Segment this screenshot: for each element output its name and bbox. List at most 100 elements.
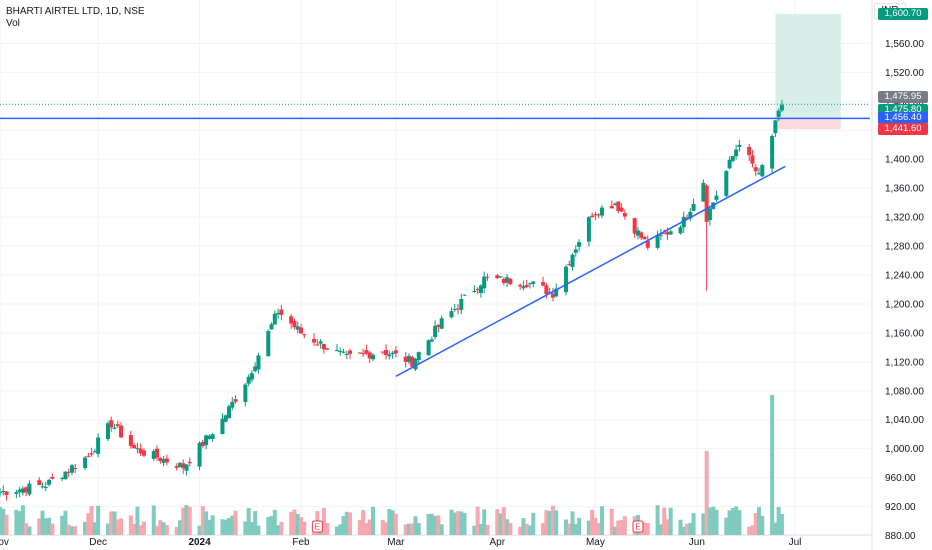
volume-bar [619,520,624,535]
volume-bar [406,523,411,535]
volume-bar [27,526,32,535]
candle-body [315,344,320,346]
candle-body [704,185,709,222]
candle-body [357,352,362,354]
volume-bar [344,511,349,535]
candle-body [426,340,431,356]
volume-bar [482,509,487,535]
candle-body [210,434,215,439]
volume-bar [393,513,398,535]
candle-body [593,214,598,216]
volume-bar [590,509,595,535]
volume-bar [563,519,568,535]
volume-bar [655,505,660,535]
volume-indicator-label[interactable]: Vol [6,18,20,29]
candle-body [253,366,258,372]
candle-body [616,201,621,211]
candle-body [200,441,205,446]
candle-body [665,231,670,235]
candle-body [635,230,640,236]
candle-body [387,354,392,357]
candle-body [518,284,523,287]
candle-body [155,448,160,458]
candle-body [776,110,781,117]
volume-bar [276,525,281,535]
candle-body [86,455,91,457]
volume-bar [272,509,277,535]
candle-body [370,354,375,360]
candle-body [92,451,97,453]
volume-bar [24,523,29,535]
candle-body [204,435,209,446]
candle-body [69,465,74,473]
earnings-marker-icon[interactable] [632,520,644,533]
volume-bar [361,510,366,535]
volume-bar [750,525,755,535]
candle-body [501,279,506,284]
volume-bar [115,519,120,535]
candle-body [338,350,343,353]
price-tag: 1,600.70 [878,7,928,20]
volume-bar [707,507,712,535]
candle-body [207,435,212,439]
volume-bar [279,521,284,535]
candle-body [462,294,467,296]
volume-bar [550,505,555,535]
candle-body [770,135,775,169]
candle-body [289,316,294,324]
trendline[interactable] [395,165,786,377]
volume-bar [429,513,434,535]
candle-body [413,358,418,370]
earnings-marker-glyph: E [635,523,640,532]
candle-body [50,476,55,479]
volume-bar [380,520,385,535]
volume-bar [338,524,343,535]
volume-bar [658,524,663,535]
x-tick-label: 2024 [188,537,211,548]
volume-bar [681,526,686,535]
candle-body [750,155,755,164]
volume-bar [622,516,627,535]
price-tag: 1,456.40 [878,112,928,125]
volume-bar [387,509,392,535]
candle-body [554,288,559,297]
candle-body [416,352,421,360]
volume-bar [724,517,729,535]
volume-bar [135,506,140,535]
volume-bar [161,522,166,535]
volume-bar [230,515,235,535]
volume-bar [521,518,526,535]
volume-bar [508,523,513,535]
candle-body [138,448,143,454]
x-tick-label: May [586,537,605,548]
candle-body [459,299,464,310]
y-tick-label: 960.00 [885,473,916,484]
volume-bar [737,510,742,535]
position-loss-zone [775,118,841,130]
volume-bar [73,526,78,535]
volume-bar [0,506,2,535]
volume-bar [227,517,232,535]
candle-body [266,331,271,357]
candle-body [105,423,110,440]
volume-bar [164,524,169,535]
volume-bar [433,515,438,535]
candle-body [655,234,660,248]
candle-body [779,105,784,111]
volume-bar [436,515,441,535]
volume-bar [295,514,300,535]
volume-bar [155,525,160,535]
earnings-marker-icon[interactable] [311,520,323,533]
symbol-title[interactable]: BHARTI AIRTEL LTD, 1D, NSE [6,6,145,17]
volume-bar [220,519,225,535]
candle-body [498,276,503,278]
volume-bar [685,523,690,535]
candle-body [243,384,248,402]
candle-body [197,442,202,467]
candle-body [334,350,339,352]
candle-body [344,353,349,356]
volume-bar [289,511,294,535]
volume-bar [86,513,91,535]
